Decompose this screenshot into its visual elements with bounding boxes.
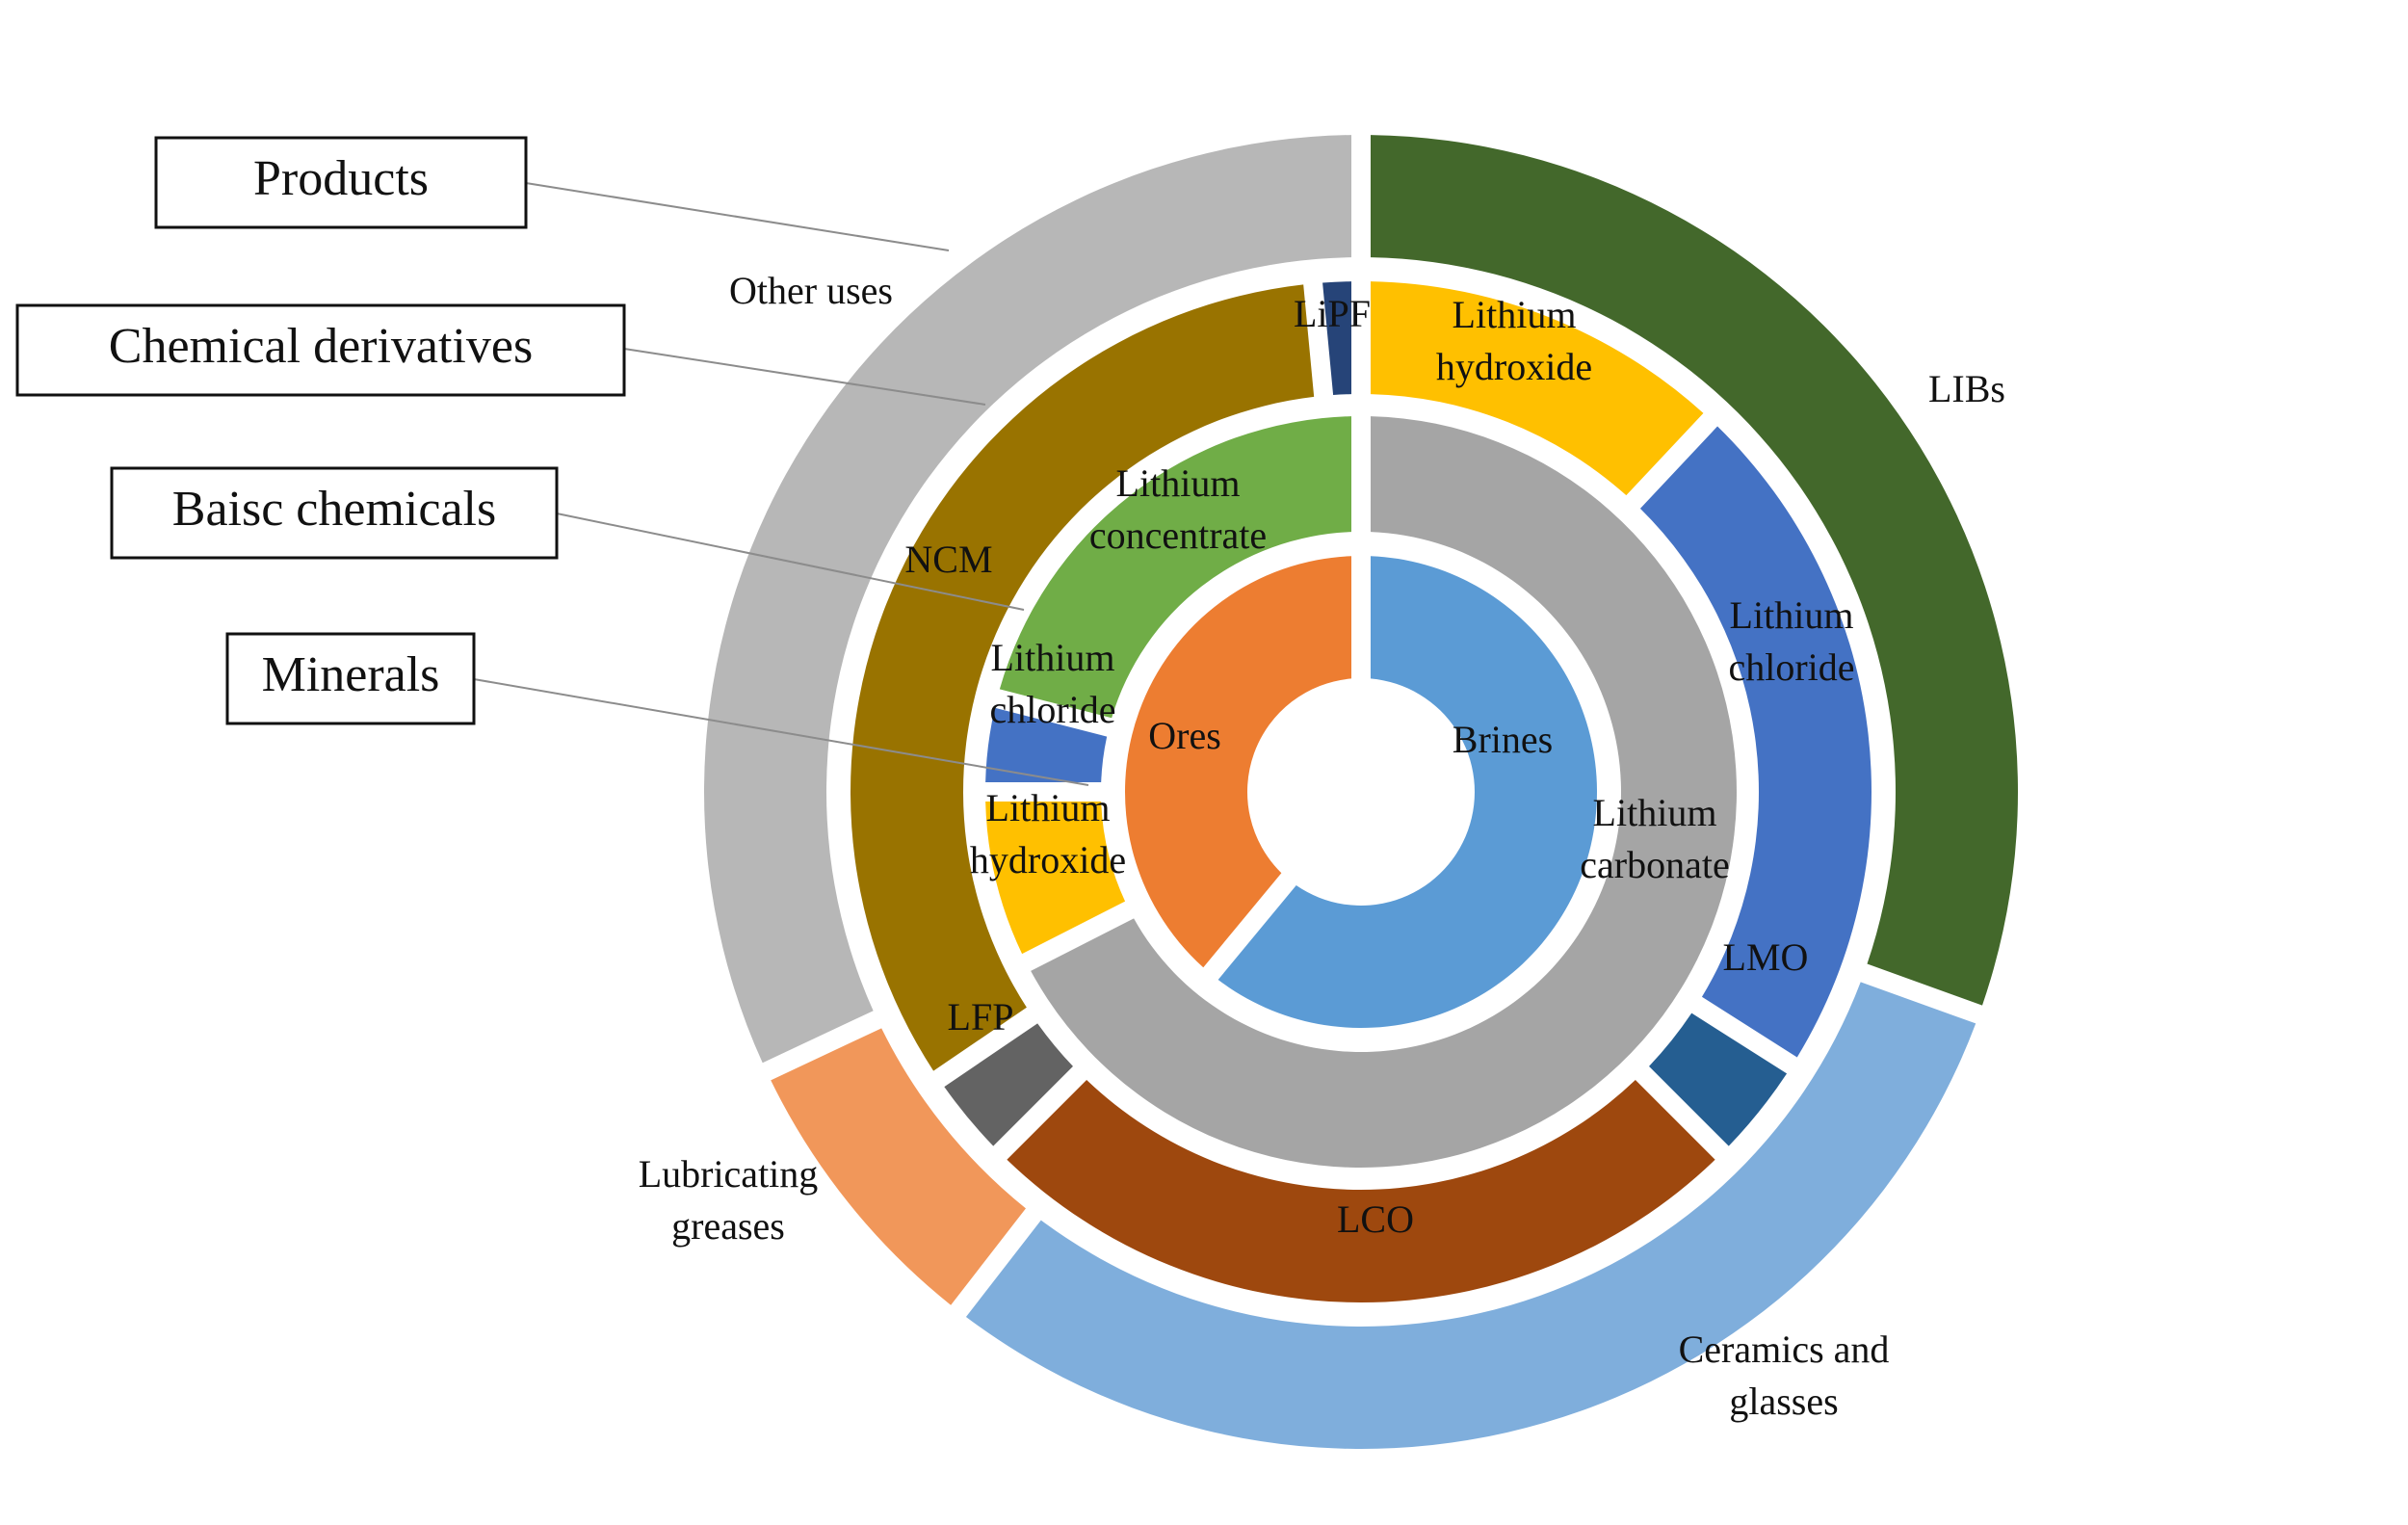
segment-lithium-hydroxide (1370, 281, 1704, 496)
segment-label: Lithium chloride (989, 636, 1115, 731)
segment-label: Ores (1148, 714, 1221, 757)
segment-lipf (1322, 281, 1352, 396)
segment-labels: Brines Ores Lithium carbonate Lithium hydroxi… (639, 269, 2005, 1423)
level-box-products: Products (154, 136, 528, 229)
segment-label: LMO (1723, 935, 1809, 979)
leader-chemical-derivatives (623, 348, 986, 406)
segment-lfp (944, 1023, 1073, 1146)
segment-lubricating-greases (771, 1028, 1026, 1305)
segment-label: Brines (1453, 718, 1553, 761)
segment-lithium-carbonate (1031, 416, 1737, 1169)
segment-lithium-hydroxide (985, 801, 1126, 955)
segment-label: Lithium concentrate (1089, 461, 1267, 557)
segment-ores (1125, 556, 1352, 968)
segment-label: LCO (1337, 1197, 1414, 1241)
leader-products (525, 182, 950, 251)
segment-lmo (1649, 1012, 1788, 1146)
level-box-label: Products (253, 151, 429, 206)
segment-ncm (851, 284, 1315, 1071)
segment-brines (1217, 556, 1597, 1028)
segment-label: Lubricating greases (639, 1152, 819, 1248)
leader-lines (473, 182, 1089, 786)
segment-other-uses (703, 135, 1352, 1064)
segment-lco (1007, 1080, 1715, 1302)
segment-label: Lithium hydroxide (970, 786, 1126, 881)
segment-label: Lithium chloride (1728, 593, 1854, 689)
level-box-label: Baisc chemicals (172, 482, 496, 537)
segment-label: Ceramics and glasses (1679, 1328, 1890, 1423)
segment-label: Lithium hydroxide (1436, 293, 1592, 388)
leader-minerals (473, 678, 1089, 786)
segment-label: LIBs (1928, 367, 2005, 410)
segment-lithium-concentrate (999, 416, 1352, 719)
level-box-label: Minerals (262, 647, 440, 702)
level-box-chemical-derivatives: Chemical derivatives (15, 303, 626, 397)
segment-label: LFP (948, 995, 1014, 1039)
segment-label: Other uses (729, 269, 893, 312)
level-box-label: Chemical derivatives (109, 319, 533, 374)
leader-baisc-chemicals (556, 513, 1025, 611)
level-box-minerals: Minerals (225, 632, 476, 725)
segment-label: Lithium carbonate (1580, 791, 1729, 886)
segment-ceramics-and-glasses (965, 982, 1976, 1449)
level-box-baisc-chemicals: Baisc chemicals (110, 466, 559, 560)
rings-group (703, 135, 2018, 1449)
segment-lithium-chloride (1639, 426, 1871, 1058)
segment-libs (1370, 135, 2018, 1006)
segment-label: LiPF (1294, 292, 1371, 335)
segment-lithium-chloride (985, 707, 1108, 783)
segment-label: NCM (904, 538, 992, 581)
